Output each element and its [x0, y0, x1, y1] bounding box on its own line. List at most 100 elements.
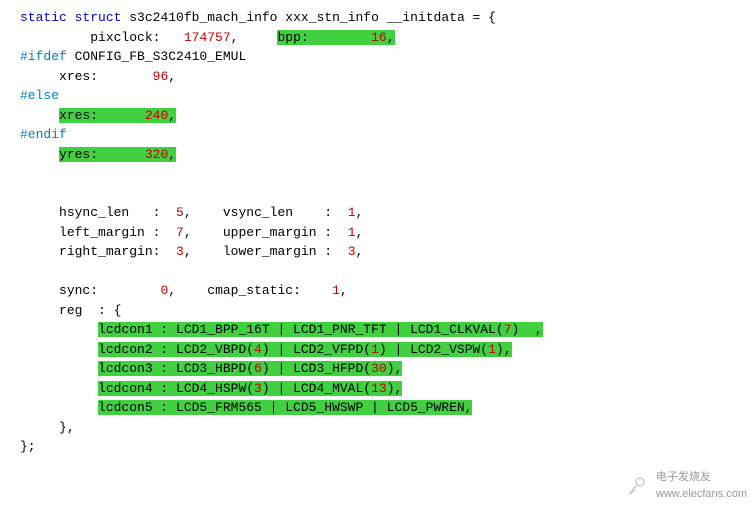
line-leftmargin: left_margin : 7, upper_margin : 1,: [20, 223, 755, 243]
lcdcon5-text: lcdcon5 : LCD5_FRM565 | LCD5_HWSWP | LCD…: [98, 400, 472, 415]
t: lcdcon3 : LCD3_HBPD(: [98, 361, 254, 376]
watermark-text: 电子发烧友 www.elecfans.com: [656, 469, 747, 502]
line-rightmargin: right_margin: 3, lower_margin : 3,: [20, 242, 755, 262]
watermark: 电子发烧友 www.elecfans.com: [626, 469, 747, 502]
pixclock-label: pixclock:: [90, 30, 184, 45]
comma: ,: [356, 225, 364, 240]
blank-line: [20, 184, 755, 204]
comma: ,: [340, 283, 348, 298]
v: 3: [254, 381, 262, 396]
t: ) | LCD3_HFPD(: [262, 361, 371, 376]
sep: ,: [184, 244, 223, 259]
vsync-value: 1: [348, 205, 356, 220]
bpp-label: bpp:: [277, 30, 371, 45]
comma: ,: [168, 69, 176, 84]
pp-endif: #endif: [20, 127, 67, 142]
line-reg-open: reg : {: [20, 301, 755, 321]
upper-value: 1: [348, 225, 356, 240]
line-hsync: hsync_len : 5, vsync_len : 1,: [20, 203, 755, 223]
lcdcon1-text: lcdcon1 : LCD1_BPP_16T | LCD1_PNR_TFT | …: [98, 322, 504, 337]
reg-close: },: [59, 420, 75, 435]
t: ) | LCD2_VFPD(: [262, 342, 371, 357]
vsync-label: vsync_len :: [223, 205, 348, 220]
line-lcdcon4: lcdcon4 : LCD4_HSPW(3) | LCD4_MVAL(13),: [20, 379, 755, 399]
lcdcon3-highlight: lcdcon3 : LCD3_HBPD(6) | LCD3_HFPD(30),: [98, 361, 402, 376]
line-else: #else: [20, 86, 755, 106]
xres-label: xres:: [59, 69, 153, 84]
comma: ,: [356, 244, 364, 259]
lcdcon1-highlight: lcdcon1 : LCD1_BPP_16T | LCD1_PNR_TFT | …: [98, 322, 543, 337]
reg-label: reg : {: [59, 303, 121, 318]
indent: [20, 147, 59, 162]
hsync-value: 5: [176, 205, 184, 220]
xres-label: xres:: [59, 108, 145, 123]
upper-label: upper_margin :: [223, 225, 348, 240]
indent: [20, 244, 59, 259]
pp-cond: CONFIG_FB_S3C2410_EMUL: [67, 49, 246, 64]
var-name: xxx_stn_info: [285, 10, 379, 25]
v: 13: [371, 381, 387, 396]
indent: [20, 381, 98, 396]
indent: [20, 283, 59, 298]
line-struct-close: };: [20, 437, 755, 457]
t: lcdcon2 : LCD2_VBPD(: [98, 342, 254, 357]
pp-ifdef: #ifdef: [20, 49, 67, 64]
v: 1: [371, 342, 379, 357]
indent: [20, 400, 98, 415]
indent: [20, 342, 98, 357]
v: 30: [371, 361, 387, 376]
t: lcdcon4 : LCD4_HSPW(: [98, 381, 254, 396]
t: ) | LCD4_MVAL(: [262, 381, 371, 396]
right-value: 3: [176, 244, 184, 259]
line-decl: static struct s3c2410fb_mach_info xxx_st…: [20, 8, 755, 28]
e: ),: [496, 342, 512, 357]
hsync-label: hsync_len :: [59, 205, 176, 220]
pp-else: #else: [20, 88, 59, 103]
indent: [20, 322, 98, 337]
pixclock-value: 174757: [184, 30, 231, 45]
lcdcon4-highlight: lcdcon4 : LCD4_HSPW(3) | LCD4_MVAL(13),: [98, 381, 402, 396]
v: 4: [254, 342, 262, 357]
lower-label: lower_margin :: [223, 244, 348, 259]
watermark-icon: [626, 474, 650, 498]
e: ),: [387, 381, 403, 396]
comma: ,: [356, 205, 364, 220]
watermark-brand: 电子发烧友: [656, 469, 747, 486]
line-endif: #endif: [20, 125, 755, 145]
blank-line: [20, 262, 755, 282]
lcdcon1-val: 7: [504, 322, 512, 337]
line-pixclock-bpp: pixclock: 174757, bpp: 16,: [20, 28, 755, 48]
indent: [20, 303, 59, 318]
yres-label: yres:: [59, 147, 145, 162]
sep: ,: [168, 283, 207, 298]
comma: ,: [168, 108, 176, 123]
code-block: static struct s3c2410fb_mach_info xxx_st…: [20, 8, 755, 457]
sep: ,: [184, 205, 223, 220]
bpp-highlight: bpp: 16,: [277, 30, 394, 45]
xres-value: 240: [145, 108, 168, 123]
v: 6: [254, 361, 262, 376]
xres-value: 96: [153, 69, 169, 84]
open-brace: = {: [465, 10, 496, 25]
initdata: __initdata: [387, 10, 465, 25]
lcdcon5-highlight: lcdcon5 : LCD5_FRM565 | LCD5_HWSWP | LCD…: [98, 400, 472, 415]
line-sync-cmap: sync: 0, cmap_static: 1,: [20, 281, 755, 301]
indent: [20, 205, 59, 220]
indent: [20, 108, 59, 123]
comma: ,: [387, 30, 395, 45]
line-xres: xres: 240,: [20, 106, 755, 126]
sep: ,: [184, 225, 223, 240]
lcdcon2-highlight: lcdcon2 : LCD2_VBPD(4) | LCD2_VFPD(1) | …: [98, 342, 512, 357]
lower-value: 3: [348, 244, 356, 259]
yres-highlight: yres: 320,: [59, 147, 176, 162]
line-lcdcon2: lcdcon2 : LCD2_VBPD(4) | LCD2_VFPD(1) | …: [20, 340, 755, 360]
bpp-value: 16: [371, 30, 387, 45]
line-lcdcon1: lcdcon1 : LCD1_BPP_16T | LCD1_PNR_TFT | …: [20, 320, 755, 340]
left-value: 7: [176, 225, 184, 240]
indent: [20, 225, 59, 240]
t: ) | LCD2_VSPW(: [379, 342, 488, 357]
left-label: left_margin :: [59, 225, 176, 240]
lcdcon1-end: ) ,: [512, 322, 543, 337]
line-reg-close: },: [20, 418, 755, 438]
right-label: right_margin:: [59, 244, 176, 259]
